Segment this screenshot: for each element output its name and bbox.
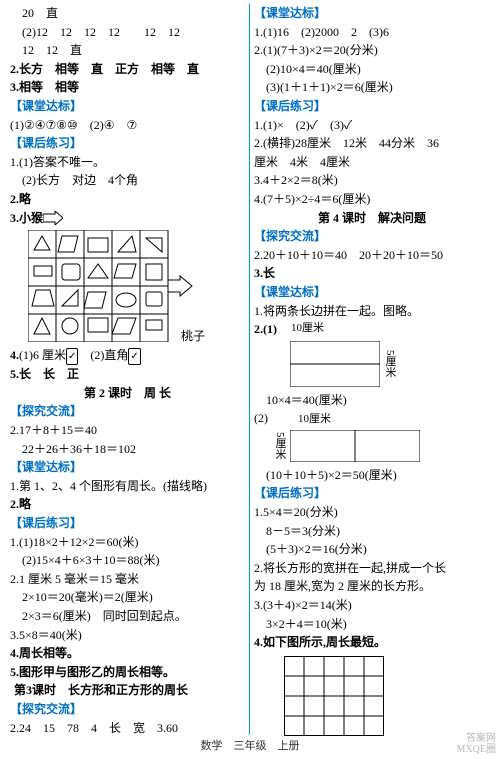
lesson-title: 第 2 课时 周 长 xyxy=(10,384,245,403)
text: 1.(1)× (2)✓ (3)✓ xyxy=(254,116,490,135)
figure-2: 5厘米 xyxy=(272,430,490,462)
lesson-title: 第 4 课时 解决问题 xyxy=(254,209,490,228)
text: 2.17＋8＋15＝40 xyxy=(10,421,245,440)
text: 1.5×4＝20(分米) xyxy=(254,503,490,522)
text: 5.长 长 正 xyxy=(10,365,245,384)
right-column: 【课堂达标】 1.(1)16 (2)2000 2 (3)6 2.(1)(7＋3)… xyxy=(250,4,494,735)
text: 3.长 xyxy=(254,264,490,283)
section-header: 【课后练习】 xyxy=(254,484,490,503)
page-footer: 数学 三年级 上册 xyxy=(0,737,500,753)
text: 8－5＝3(分米) xyxy=(254,522,490,541)
text: 1.将两条长边拼在一起。图略。 xyxy=(254,302,490,321)
text: (2) xyxy=(254,409,268,428)
fig1-side-label: 5厘米 xyxy=(382,350,398,378)
text: 2.略 xyxy=(10,190,245,209)
text: 为 18 厘米,宽为 2 厘米的长方形。 xyxy=(254,577,490,596)
text: 2.24 15 78 4 长 宽 3.60 xyxy=(10,719,245,738)
fig2-top-label: 10厘米 xyxy=(298,411,331,428)
fig2-side-label: 5厘米 xyxy=(272,432,288,460)
figure-1: 5厘米 xyxy=(290,341,490,387)
text: 4.4.(1)6 厘米 ✓ (2)直角 ✓(1)6 厘米✓ (2)直角✓ xyxy=(10,346,245,366)
text: 2.略 xyxy=(10,495,245,514)
text: (2)12 12 12 12 12 12 xyxy=(10,23,245,42)
text: 3×2＋4＝10(米) xyxy=(254,615,490,634)
text: (10＋10＋5)×2＝50(厘米) xyxy=(254,466,490,485)
text: 1.(1)答案不唯一。 xyxy=(10,153,245,172)
fig-row: (2) 10厘米 xyxy=(254,409,490,428)
monkey-label: 3.小猴 xyxy=(10,209,43,228)
text: 2×3＝6(厘米) 同时回到起点。 xyxy=(10,607,245,626)
section-header: 【探究交流】 xyxy=(254,227,490,246)
section-header: 【课堂达标】 xyxy=(10,458,245,477)
text: (2)长方 对边 4个角 xyxy=(10,171,245,190)
text: (5＋3)×2＝16(分米) xyxy=(254,540,490,559)
page: 20 直 (2)12 12 12 12 12 12 12 12 直 2.长方 相… xyxy=(0,0,500,735)
lesson-title: 第3课时 长方形和正方形的周长 xyxy=(10,681,245,700)
watermark-line: MXQE圈 xyxy=(457,744,496,755)
text: 2×10＝20(毫米)＝2(厘米) xyxy=(10,588,245,607)
text: 3.(3＋4)×2＝14(米) xyxy=(254,596,490,615)
text: 2.(1) xyxy=(254,320,277,339)
text: 2.1 厘米 5 毫米＝15 毫米 xyxy=(10,570,245,589)
text: (2)15×4＋6×3＋10＝88(米) xyxy=(10,551,245,570)
text: (1)②④⑦⑧⑩ (2)④ ⑦ xyxy=(10,116,245,135)
left-column: 20 直 (2)12 12 12 12 12 12 12 12 直 2.长方 相… xyxy=(6,4,250,735)
fig1-top-label: 10厘米 xyxy=(291,320,324,337)
arrow-icon xyxy=(43,211,63,225)
text: 2.将长方形的宽拼在一起,拼成一个长 xyxy=(254,559,490,578)
figure-3 xyxy=(284,656,490,740)
section-header: 【课堂达标】 xyxy=(254,283,490,302)
text: 20 直 xyxy=(10,4,245,23)
watermark: 答案网 MXQE圈 xyxy=(457,733,496,755)
text: (2)10×4＝40(厘米) xyxy=(254,60,490,79)
watermark-line: 答案网 xyxy=(457,733,496,744)
text: 厘米 4米 4厘米 xyxy=(254,153,490,172)
text: 1.(1)18×2＋12×2＝60(米) xyxy=(10,533,245,552)
text: 2.(横排)28厘米 12米 44分米 36 xyxy=(254,134,490,153)
text: 3.5×8＝40(米) xyxy=(10,626,245,645)
section-header: 【课堂达标】 xyxy=(254,4,490,23)
shapes-grid xyxy=(28,230,245,342)
section-header: 【探究交流】 xyxy=(10,402,245,421)
text: 1.第 1、2、4 个图形有周长。(描线略) xyxy=(10,477,245,496)
text: (3)(1＋1＋1)×2＝6(厘米) xyxy=(254,78,490,97)
section-header: 【课后练习】 xyxy=(10,514,245,533)
text: 4.如下图所示,周长最短。 xyxy=(254,633,490,652)
section-header: 【课堂达标】 xyxy=(10,97,245,116)
text: 2.20＋10＋10＝40 20＋20＋10＝50 xyxy=(254,246,490,265)
text: 1.(1)16 (2)2000 2 (3)6 xyxy=(254,23,490,42)
text: 2.长方 相等 直 正方 相等 直 xyxy=(10,60,245,79)
fig-row: 2.(1) 10厘米 xyxy=(254,320,490,339)
text: 4.周长相等。 xyxy=(10,644,245,663)
text: 10×4＝40(厘米) xyxy=(254,391,490,410)
section-header: 【课后练习】 xyxy=(10,134,245,153)
text: 3.相等 相等 xyxy=(10,78,245,97)
peach-label: 桃子 xyxy=(10,327,245,346)
text: 2.(1)(7＋3)×2＝20(分米) xyxy=(254,41,490,60)
section-header: 【探究交流】 xyxy=(10,700,245,719)
text: 3.4＋2×2＝8(米) xyxy=(254,171,490,190)
section-header: 【课后练习】 xyxy=(254,97,490,116)
text: 5.图形甲与图形乙的周长相等。 xyxy=(10,663,245,682)
shapes-row: 3.小猴 xyxy=(10,209,245,228)
text: 12 12 直 xyxy=(10,41,245,60)
text: 4.(7＋5)×2÷4＝6(厘米) xyxy=(254,190,490,209)
text: 22＋26＋36＋18＝102 xyxy=(10,440,245,459)
